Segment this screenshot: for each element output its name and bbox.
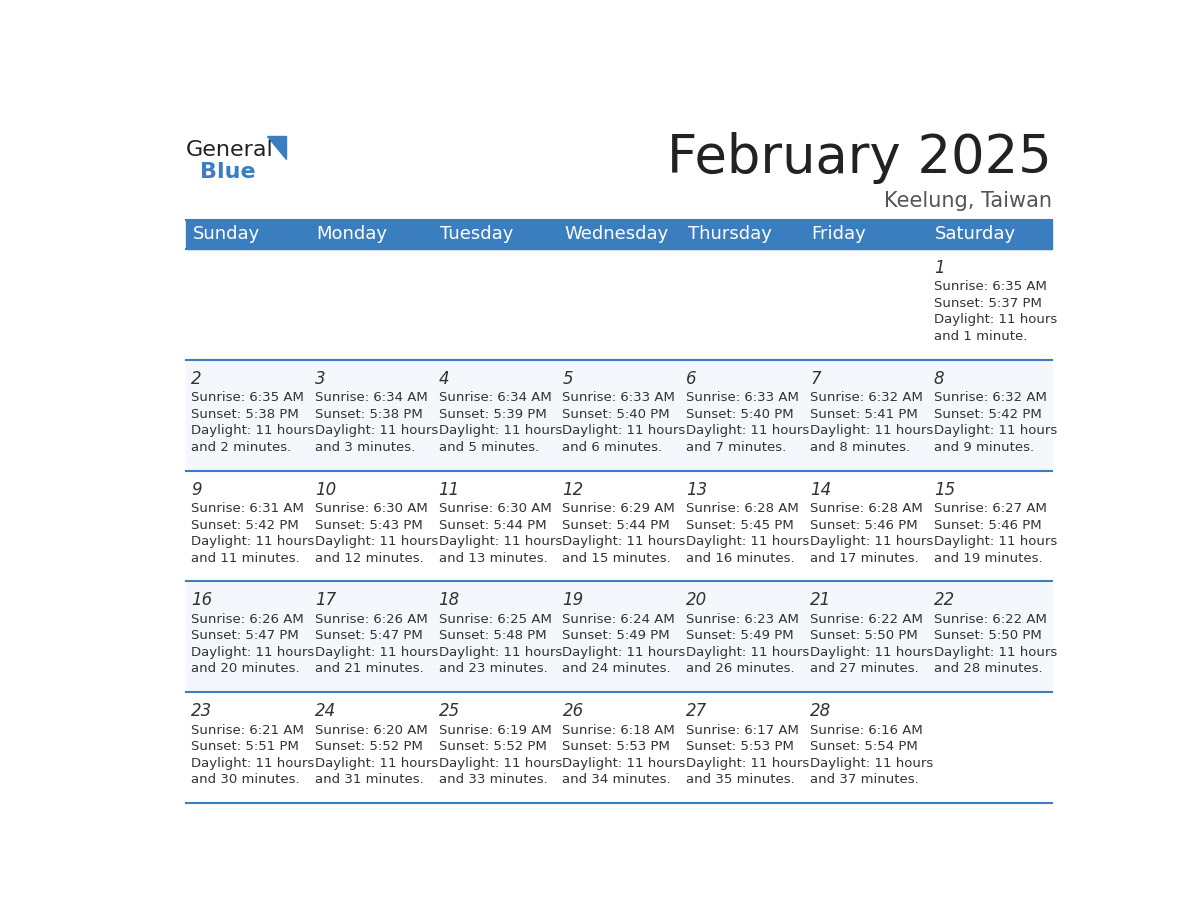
Text: 8: 8 — [934, 370, 944, 387]
Text: 11: 11 — [438, 480, 460, 498]
Text: Sunrise: 6:30 AM
Sunset: 5:44 PM
Daylight: 11 hours
and 13 minutes.: Sunrise: 6:30 AM Sunset: 5:44 PM Dayligh… — [438, 502, 562, 565]
Text: 19: 19 — [562, 591, 583, 610]
Text: 14: 14 — [810, 480, 832, 498]
Text: Sunrise: 6:32 AM
Sunset: 5:42 PM
Daylight: 11 hours
and 9 minutes.: Sunrise: 6:32 AM Sunset: 5:42 PM Dayligh… — [934, 391, 1057, 453]
Text: Sunrise: 6:35 AM
Sunset: 5:37 PM
Daylight: 11 hours
and 1 minute.: Sunrise: 6:35 AM Sunset: 5:37 PM Dayligh… — [934, 280, 1057, 342]
Bar — [185, 471, 1053, 581]
Text: Sunrise: 6:19 AM
Sunset: 5:52 PM
Daylight: 11 hours
and 33 minutes.: Sunrise: 6:19 AM Sunset: 5:52 PM Dayligh… — [438, 724, 562, 787]
Text: Sunrise: 6:21 AM
Sunset: 5:51 PM
Daylight: 11 hours
and 30 minutes.: Sunrise: 6:21 AM Sunset: 5:51 PM Dayligh… — [191, 724, 315, 787]
Text: General: General — [185, 140, 273, 161]
Text: Sunrise: 6:28 AM
Sunset: 5:45 PM
Daylight: 11 hours
and 16 minutes.: Sunrise: 6:28 AM Sunset: 5:45 PM Dayligh… — [687, 502, 809, 565]
Text: Sunrise: 6:34 AM
Sunset: 5:39 PM
Daylight: 11 hours
and 5 minutes.: Sunrise: 6:34 AM Sunset: 5:39 PM Dayligh… — [438, 391, 562, 453]
Text: Sunrise: 6:18 AM
Sunset: 5:53 PM
Daylight: 11 hours
and 34 minutes.: Sunrise: 6:18 AM Sunset: 5:53 PM Dayligh… — [562, 724, 685, 787]
Text: 21: 21 — [810, 591, 832, 610]
Text: 2: 2 — [191, 370, 202, 387]
Text: 23: 23 — [191, 702, 213, 721]
Text: Saturday: Saturday — [935, 225, 1017, 243]
Text: 5: 5 — [562, 370, 573, 387]
Bar — [185, 249, 1053, 360]
Text: Sunrise: 6:31 AM
Sunset: 5:42 PM
Daylight: 11 hours
and 11 minutes.: Sunrise: 6:31 AM Sunset: 5:42 PM Dayligh… — [191, 502, 315, 565]
Text: Sunrise: 6:29 AM
Sunset: 5:44 PM
Daylight: 11 hours
and 15 minutes.: Sunrise: 6:29 AM Sunset: 5:44 PM Dayligh… — [562, 502, 685, 565]
Text: Sunrise: 6:32 AM
Sunset: 5:41 PM
Daylight: 11 hours
and 8 minutes.: Sunrise: 6:32 AM Sunset: 5:41 PM Dayligh… — [810, 391, 934, 453]
Text: 4: 4 — [438, 370, 449, 387]
Text: Sunrise: 6:20 AM
Sunset: 5:52 PM
Daylight: 11 hours
and 31 minutes.: Sunrise: 6:20 AM Sunset: 5:52 PM Dayligh… — [315, 724, 438, 787]
Text: Blue: Blue — [200, 162, 255, 182]
Bar — [185, 219, 1053, 249]
Text: Sunrise: 6:25 AM
Sunset: 5:48 PM
Daylight: 11 hours
and 23 minutes.: Sunrise: 6:25 AM Sunset: 5:48 PM Dayligh… — [438, 613, 562, 676]
Text: Thursday: Thursday — [688, 225, 772, 243]
Text: 25: 25 — [438, 702, 460, 721]
Text: 1: 1 — [934, 259, 944, 276]
Bar — [185, 692, 1053, 803]
Text: Sunday: Sunday — [192, 225, 260, 243]
Text: Sunrise: 6:33 AM
Sunset: 5:40 PM
Daylight: 11 hours
and 7 minutes.: Sunrise: 6:33 AM Sunset: 5:40 PM Dayligh… — [687, 391, 809, 453]
Text: 18: 18 — [438, 591, 460, 610]
Text: 20: 20 — [687, 591, 708, 610]
Bar — [185, 360, 1053, 471]
Text: Tuesday: Tuesday — [441, 225, 513, 243]
Text: Sunrise: 6:17 AM
Sunset: 5:53 PM
Daylight: 11 hours
and 35 minutes.: Sunrise: 6:17 AM Sunset: 5:53 PM Dayligh… — [687, 724, 809, 787]
Bar — [185, 581, 1053, 692]
Text: Sunrise: 6:22 AM
Sunset: 5:50 PM
Daylight: 11 hours
and 27 minutes.: Sunrise: 6:22 AM Sunset: 5:50 PM Dayligh… — [810, 613, 934, 676]
Text: Sunrise: 6:26 AM
Sunset: 5:47 PM
Daylight: 11 hours
and 20 minutes.: Sunrise: 6:26 AM Sunset: 5:47 PM Dayligh… — [191, 613, 315, 676]
Text: Sunrise: 6:24 AM
Sunset: 5:49 PM
Daylight: 11 hours
and 24 minutes.: Sunrise: 6:24 AM Sunset: 5:49 PM Dayligh… — [562, 613, 685, 676]
Text: 26: 26 — [562, 702, 583, 721]
Text: Sunrise: 6:34 AM
Sunset: 5:38 PM
Daylight: 11 hours
and 3 minutes.: Sunrise: 6:34 AM Sunset: 5:38 PM Dayligh… — [315, 391, 438, 453]
Text: Sunrise: 6:22 AM
Sunset: 5:50 PM
Daylight: 11 hours
and 28 minutes.: Sunrise: 6:22 AM Sunset: 5:50 PM Dayligh… — [934, 613, 1057, 676]
Text: 15: 15 — [934, 480, 955, 498]
Text: Sunrise: 6:30 AM
Sunset: 5:43 PM
Daylight: 11 hours
and 12 minutes.: Sunrise: 6:30 AM Sunset: 5:43 PM Dayligh… — [315, 502, 438, 565]
Text: February 2025: February 2025 — [668, 131, 1053, 184]
Text: 6: 6 — [687, 370, 697, 387]
Text: Sunrise: 6:27 AM
Sunset: 5:46 PM
Daylight: 11 hours
and 19 minutes.: Sunrise: 6:27 AM Sunset: 5:46 PM Dayligh… — [934, 502, 1057, 565]
Text: 10: 10 — [315, 480, 336, 498]
Text: 22: 22 — [934, 591, 955, 610]
Text: Friday: Friday — [811, 225, 866, 243]
Text: Sunrise: 6:28 AM
Sunset: 5:46 PM
Daylight: 11 hours
and 17 minutes.: Sunrise: 6:28 AM Sunset: 5:46 PM Dayligh… — [810, 502, 934, 565]
Text: 9: 9 — [191, 480, 202, 498]
Text: 13: 13 — [687, 480, 708, 498]
Text: 12: 12 — [562, 480, 583, 498]
Text: Sunrise: 6:35 AM
Sunset: 5:38 PM
Daylight: 11 hours
and 2 minutes.: Sunrise: 6:35 AM Sunset: 5:38 PM Dayligh… — [191, 391, 315, 453]
Text: Sunrise: 6:26 AM
Sunset: 5:47 PM
Daylight: 11 hours
and 21 minutes.: Sunrise: 6:26 AM Sunset: 5:47 PM Dayligh… — [315, 613, 438, 676]
Text: Keelung, Taiwan: Keelung, Taiwan — [884, 191, 1053, 211]
Polygon shape — [267, 136, 286, 159]
Text: Sunrise: 6:33 AM
Sunset: 5:40 PM
Daylight: 11 hours
and 6 minutes.: Sunrise: 6:33 AM Sunset: 5:40 PM Dayligh… — [562, 391, 685, 453]
Text: 17: 17 — [315, 591, 336, 610]
Text: 24: 24 — [315, 702, 336, 721]
Text: 16: 16 — [191, 591, 213, 610]
Text: 27: 27 — [687, 702, 708, 721]
Text: 28: 28 — [810, 702, 832, 721]
Text: 3: 3 — [315, 370, 326, 387]
Text: Wednesday: Wednesday — [564, 225, 669, 243]
Text: Monday: Monday — [316, 225, 387, 243]
Text: 7: 7 — [810, 370, 821, 387]
Text: Sunrise: 6:16 AM
Sunset: 5:54 PM
Daylight: 11 hours
and 37 minutes.: Sunrise: 6:16 AM Sunset: 5:54 PM Dayligh… — [810, 724, 934, 787]
Text: Sunrise: 6:23 AM
Sunset: 5:49 PM
Daylight: 11 hours
and 26 minutes.: Sunrise: 6:23 AM Sunset: 5:49 PM Dayligh… — [687, 613, 809, 676]
